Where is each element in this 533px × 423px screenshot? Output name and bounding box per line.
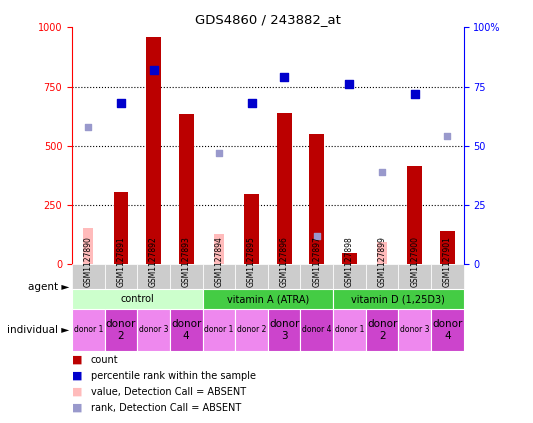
- Text: donor 1: donor 1: [74, 325, 103, 335]
- Point: [84, 124, 93, 130]
- Point: [215, 150, 223, 157]
- Bar: [366, 309, 398, 351]
- Bar: [268, 309, 301, 351]
- Bar: [83, 228, 93, 264]
- Text: donor 1: donor 1: [335, 325, 364, 335]
- Bar: [333, 264, 366, 289]
- Text: donor 2: donor 2: [237, 325, 266, 335]
- Bar: [137, 264, 170, 289]
- Text: GSM1127890: GSM1127890: [84, 236, 93, 287]
- Text: GSM1127893: GSM1127893: [182, 236, 191, 287]
- Bar: [170, 309, 203, 351]
- Bar: [310, 134, 324, 264]
- Point: [443, 133, 451, 140]
- Bar: [72, 264, 104, 289]
- Bar: [104, 309, 138, 351]
- Text: GSM1127900: GSM1127900: [410, 236, 419, 287]
- Bar: [179, 114, 193, 264]
- Bar: [431, 264, 464, 289]
- Bar: [104, 264, 138, 289]
- Bar: [440, 231, 455, 264]
- Text: GSM1127897: GSM1127897: [312, 236, 321, 287]
- Bar: [333, 309, 366, 351]
- Bar: [170, 264, 203, 289]
- Title: GDS4860 / 243882_at: GDS4860 / 243882_at: [195, 14, 341, 26]
- Text: count: count: [91, 354, 118, 365]
- Text: donor
4: donor 4: [432, 319, 463, 341]
- Text: rank, Detection Call = ABSENT: rank, Detection Call = ABSENT: [91, 403, 241, 413]
- Bar: [398, 264, 431, 289]
- Bar: [277, 113, 292, 264]
- Bar: [114, 192, 128, 264]
- Text: ■: ■: [72, 354, 83, 365]
- Bar: [377, 242, 387, 264]
- Bar: [137, 309, 170, 351]
- Point: [149, 67, 158, 74]
- Text: vitamin A (ATRA): vitamin A (ATRA): [227, 294, 309, 304]
- Text: GSM1127891: GSM1127891: [116, 236, 125, 287]
- Point: [312, 233, 321, 239]
- Bar: [301, 264, 333, 289]
- Text: donor 3: donor 3: [139, 325, 168, 335]
- Text: ■: ■: [72, 371, 83, 381]
- Bar: [333, 289, 464, 309]
- Bar: [398, 309, 431, 351]
- Text: GSM1127901: GSM1127901: [443, 236, 452, 287]
- Text: donor 3: donor 3: [400, 325, 430, 335]
- Text: GSM1127892: GSM1127892: [149, 236, 158, 287]
- Bar: [203, 309, 235, 351]
- Text: GSM1127895: GSM1127895: [247, 236, 256, 287]
- Point: [247, 100, 256, 107]
- Bar: [214, 233, 224, 264]
- Bar: [342, 253, 357, 264]
- Bar: [431, 309, 464, 351]
- Text: GSM1127896: GSM1127896: [280, 236, 289, 287]
- Bar: [235, 264, 268, 289]
- Text: GSM1127899: GSM1127899: [377, 236, 386, 287]
- Bar: [203, 289, 333, 309]
- Text: value, Detection Call = ABSENT: value, Detection Call = ABSENT: [91, 387, 246, 397]
- Text: percentile rank within the sample: percentile rank within the sample: [91, 371, 256, 381]
- Text: control: control: [120, 294, 154, 304]
- Bar: [146, 37, 161, 264]
- Text: donor
3: donor 3: [269, 319, 300, 341]
- Point: [410, 91, 419, 97]
- Bar: [366, 264, 398, 289]
- Bar: [235, 309, 268, 351]
- Bar: [72, 309, 104, 351]
- Text: donor
4: donor 4: [171, 319, 201, 341]
- Point: [345, 81, 354, 88]
- Text: ■: ■: [72, 387, 83, 397]
- Text: donor
2: donor 2: [367, 319, 397, 341]
- Point: [280, 74, 288, 81]
- Text: individual ►: individual ►: [7, 325, 69, 335]
- Text: ■: ■: [72, 403, 83, 413]
- Bar: [72, 289, 203, 309]
- Text: agent ►: agent ►: [28, 282, 69, 291]
- Bar: [203, 264, 235, 289]
- Bar: [268, 264, 301, 289]
- Text: GSM1127898: GSM1127898: [345, 236, 354, 287]
- Bar: [244, 195, 259, 264]
- Text: donor
2: donor 2: [106, 319, 136, 341]
- Bar: [301, 309, 333, 351]
- Point: [117, 100, 125, 107]
- Text: GSM1127894: GSM1127894: [214, 236, 223, 287]
- Text: donor 1: donor 1: [204, 325, 233, 335]
- Text: donor 4: donor 4: [302, 325, 332, 335]
- Point: [378, 169, 386, 176]
- Text: vitamin D (1,25D3): vitamin D (1,25D3): [351, 294, 446, 304]
- Bar: [407, 166, 422, 264]
